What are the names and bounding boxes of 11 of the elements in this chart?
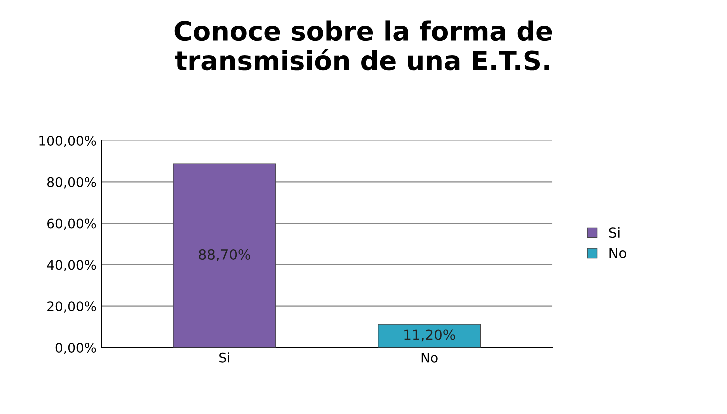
y-tick-label: 60,00% bbox=[48, 218, 96, 230]
y-tick-label: 100,00% bbox=[40, 136, 96, 148]
y-tick-label: 0,00% bbox=[56, 342, 96, 354]
data-label: 88,70% bbox=[199, 249, 250, 262]
legend-label: Si bbox=[609, 227, 620, 238]
y-tick-label: 40,00% bbox=[47, 260, 96, 272]
chart-title: Conoce sobre la forma de transmisión de una E.T.S. bbox=[174, 20, 552, 71]
legend-label: No bbox=[610, 248, 627, 258]
y-tick-label: 80,00% bbox=[48, 177, 96, 189]
y-tick-label: 20,00% bbox=[48, 302, 96, 313]
data-label: 11,20% bbox=[404, 330, 456, 342]
